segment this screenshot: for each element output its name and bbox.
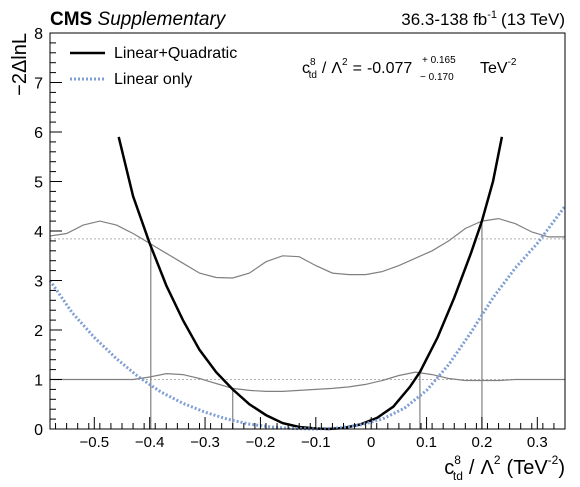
axis-ticks: −0.5 −0.4 −0.3 −0.2 −0.1 0 0.1 0.2 0.3 0 1 2 3 4 5 6 7 8	[34, 26, 566, 451]
aux-curve-0	[49, 217, 565, 279]
y-tick-label: 3	[34, 274, 43, 291]
y-axis-title: −2ΔlnL	[9, 33, 31, 96]
series-line-1	[48, 205, 567, 431]
x-tick-label: −0.3	[190, 434, 220, 451]
interval-drop-lines	[150, 221, 483, 429]
series-lines	[48, 136, 567, 431]
experiment-label: CMS Supplementary	[50, 9, 227, 30]
legend: Linear+Quadratic Linear only	[70, 45, 237, 88]
y-tick-label: 7	[34, 76, 43, 93]
aux-curve-1	[50, 371, 565, 392]
y-tick-label: 6	[34, 125, 43, 142]
luminosity-label: 36.3-138 fb-1 (13 TeV)	[401, 9, 565, 29]
y-tick-label: 8	[34, 26, 43, 43]
best-fit-error-up: + 0.165	[422, 55, 456, 66]
legend-label-linear-only: Linear only	[114, 71, 192, 88]
best-fit-unit: TeV-2	[480, 57, 517, 77]
y-tick-label: 1	[34, 373, 43, 390]
x-tick-label: −0.1	[301, 434, 331, 451]
y-tick-label: 4	[34, 224, 43, 241]
best-fit-annotation: c8 td / Λ2 = -0.077	[302, 57, 412, 81]
x-tick-label: 0.1	[416, 434, 437, 451]
x-tick-label: −0.2	[246, 434, 276, 451]
x-tick-label: −0.5	[79, 434, 109, 451]
y-tick-label: 2	[34, 323, 43, 340]
x-tick-label: 0.3	[527, 434, 548, 451]
y-tick-label: 5	[34, 175, 43, 192]
best-fit-error-down: − 0.170	[420, 72, 454, 83]
x-tick-label: 0	[367, 434, 375, 451]
x-tick-label: 0.2	[472, 434, 493, 451]
plot-frame	[49, 32, 566, 430]
legend-label-linear-quadratic: Linear+Quadratic	[114, 45, 237, 62]
x-tick-label: −0.4	[135, 434, 165, 451]
x-axis-title: c8 td / Λ2 (TeV-2)	[444, 453, 565, 483]
reference-lines	[50, 238, 565, 380]
y-tick-label: 0	[34, 422, 43, 439]
aux-curves	[49, 217, 565, 392]
series-line-0	[117, 136, 504, 431]
